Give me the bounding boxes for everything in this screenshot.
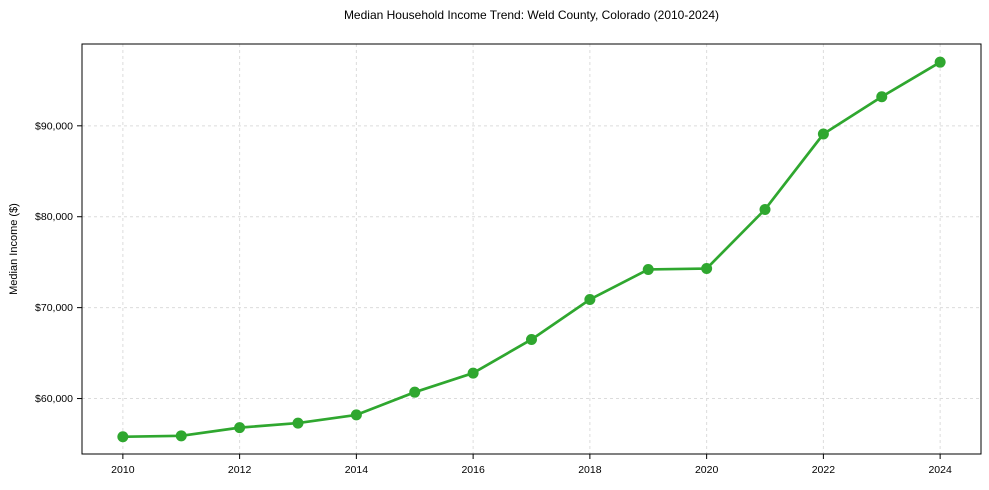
data-point-2019: [642, 263, 654, 275]
data-point-2012: [234, 422, 246, 434]
x-tick-label: 2020: [695, 464, 719, 476]
data-point-2018: [584, 293, 596, 305]
y-tick-label: $80,000: [35, 211, 73, 223]
data-point-2022: [817, 128, 829, 140]
x-tick-label: 2014: [345, 464, 369, 476]
data-point-2016: [467, 367, 479, 379]
plot-border: [81, 43, 982, 455]
data-point-2015: [409, 386, 421, 398]
income-trend-line: [121, 60, 942, 439]
x-tick-label: 2018: [578, 464, 602, 476]
data-point-2017: [526, 333, 537, 345]
data-point-2024: [934, 56, 946, 68]
chart-title: Median Household Income Trend: Weld Coun…: [343, 8, 720, 22]
data-point-2021: [759, 203, 771, 215]
data-point-2013: [292, 417, 304, 429]
y-tick-label: $60,000: [35, 393, 73, 405]
data-point-2011: [175, 430, 187, 442]
x-tick-label: 2024: [928, 464, 952, 476]
x-tick-label: 2010: [111, 464, 135, 476]
y-tick-label: $70,000: [35, 302, 73, 314]
x-tick-label: 2022: [812, 464, 836, 476]
data-point-2020: [701, 263, 713, 275]
data-point-2010: [117, 431, 129, 443]
data-point-2014: [350, 409, 362, 421]
y-tick-label: $90,000: [35, 120, 73, 132]
x-tick-label: 2016: [461, 464, 485, 476]
data-point-2023: [876, 91, 888, 103]
x-tick-label: 2012: [228, 464, 252, 476]
